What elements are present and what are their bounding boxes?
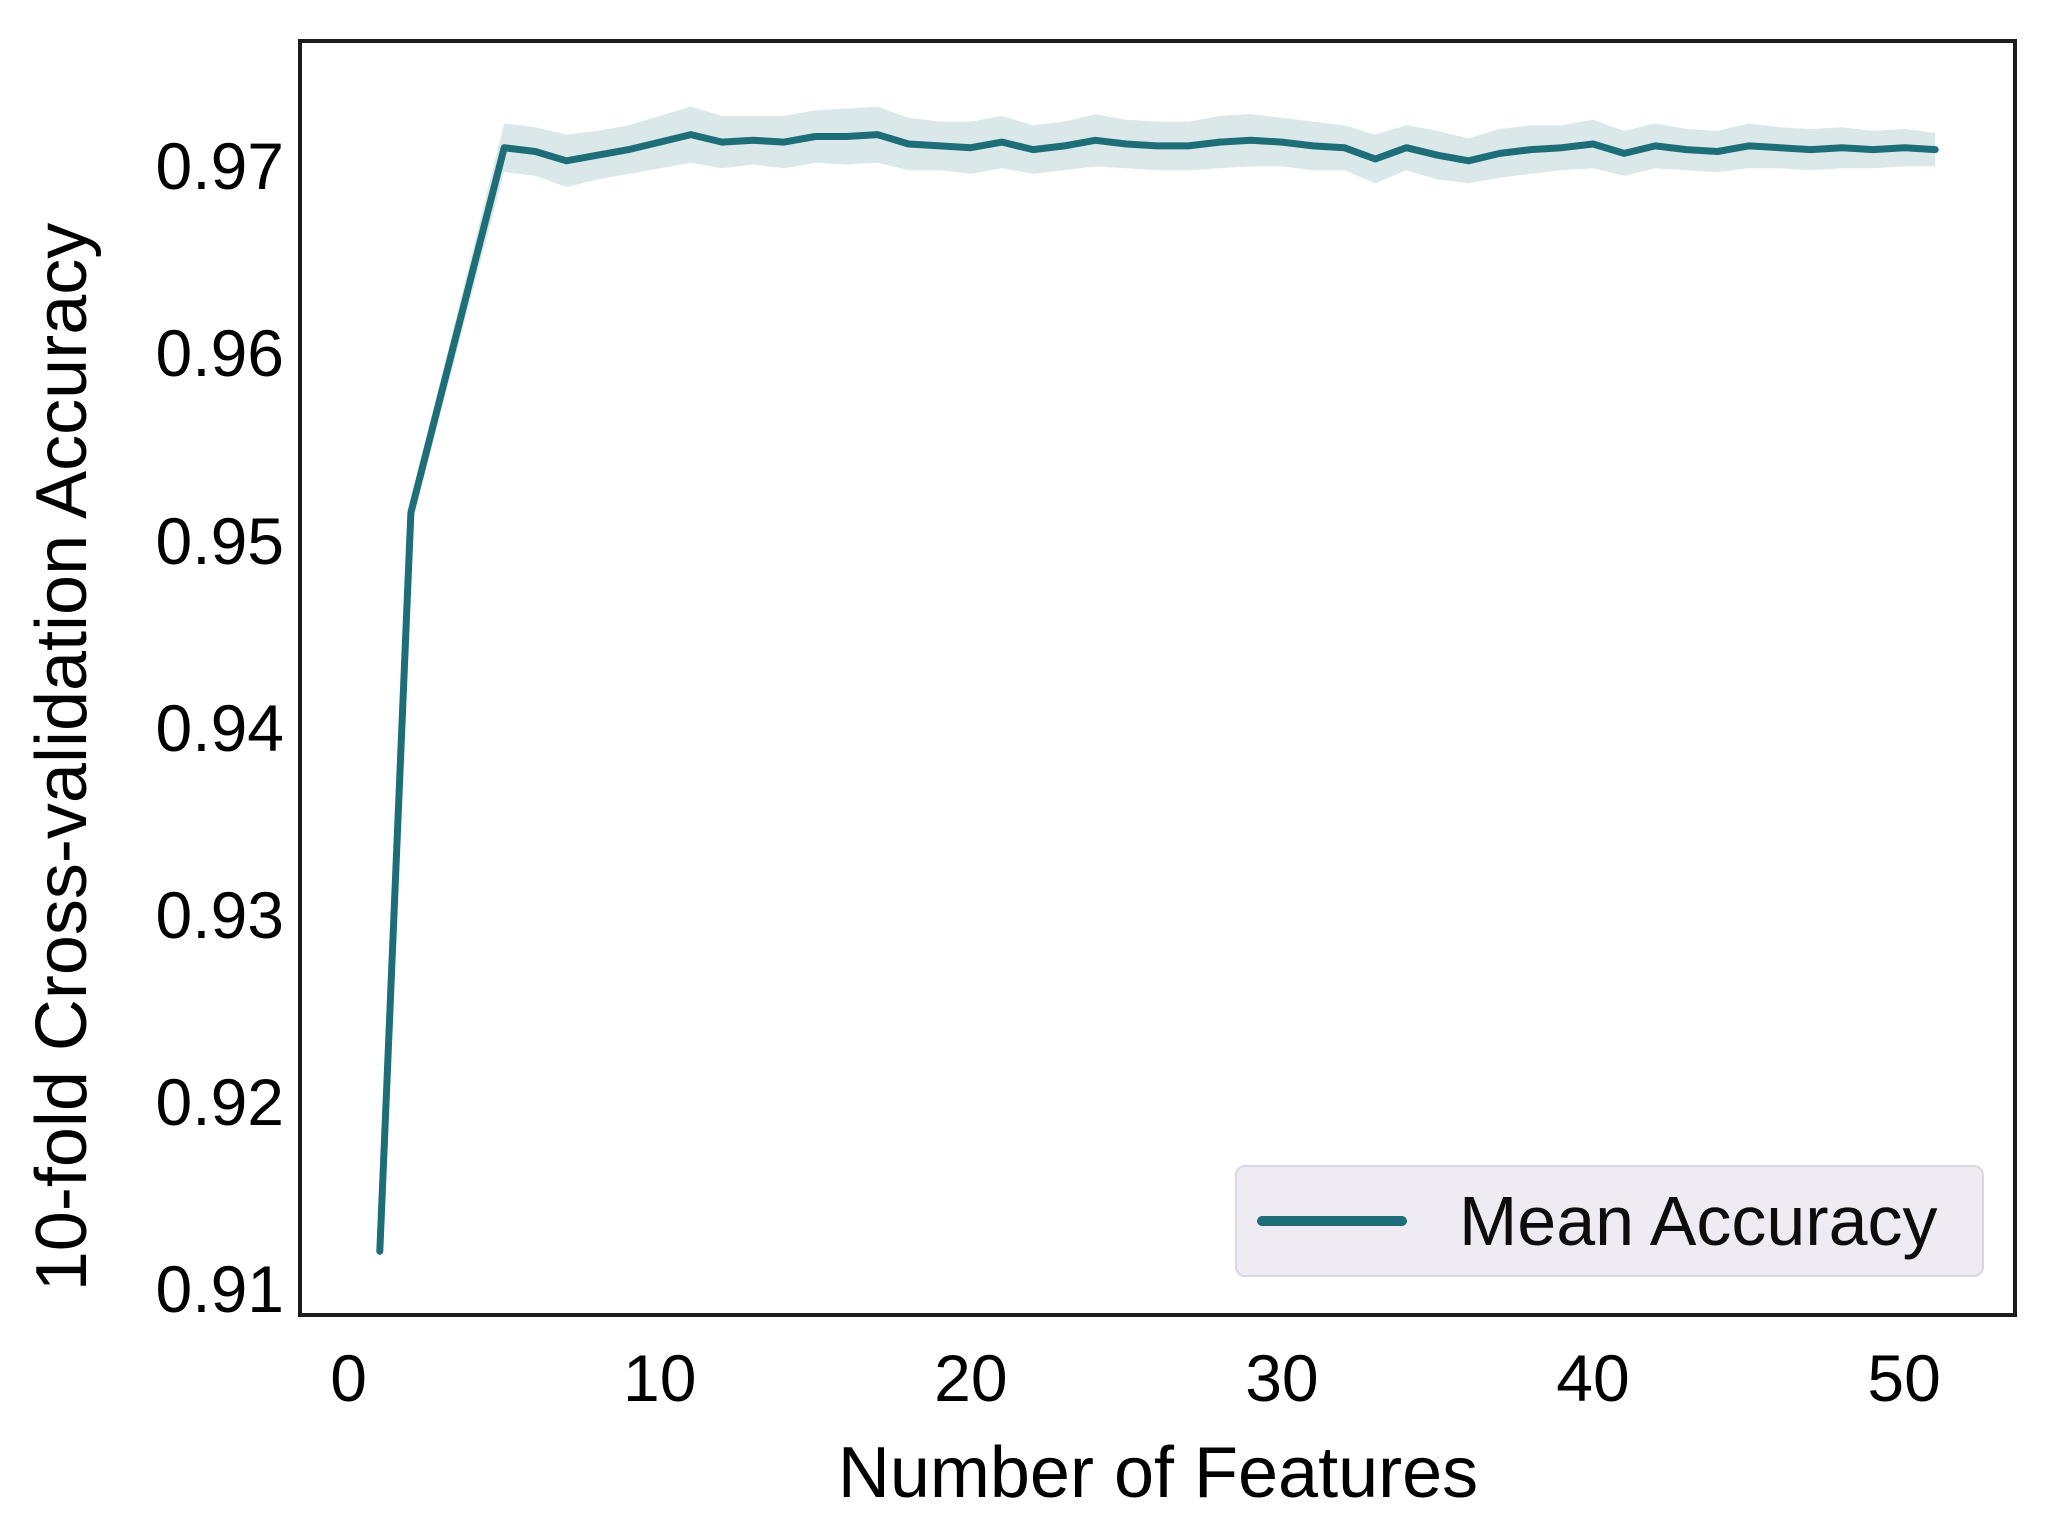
y-tick-label: 0.91 bbox=[155, 1251, 284, 1326]
x-tick-label: 50 bbox=[1867, 1341, 1941, 1415]
y-tick-label: 0.94 bbox=[155, 690, 284, 765]
x-tick-label: 40 bbox=[1556, 1341, 1630, 1415]
x-tick-label: 30 bbox=[1245, 1341, 1319, 1415]
y-tick-label: 0.96 bbox=[155, 316, 284, 391]
y-tick-label: 0.97 bbox=[155, 129, 284, 204]
y-tick-label: 0.92 bbox=[155, 1064, 284, 1139]
plot-area bbox=[298, 39, 2017, 1317]
legend-line-swatch bbox=[1257, 1216, 1407, 1226]
x-tick-label: 10 bbox=[623, 1341, 697, 1415]
mean-accuracy-line bbox=[376, 131, 1939, 1255]
y-tick-label: 0.95 bbox=[155, 503, 284, 578]
legend: Mean Accuracy bbox=[1235, 1165, 1984, 1277]
confidence-band bbox=[379, 106, 1936, 1263]
plot-canvas bbox=[376, 106, 1939, 1263]
x-tick-label: 20 bbox=[934, 1341, 1008, 1415]
legend-label: Mean Accuracy bbox=[1459, 1182, 1938, 1260]
x-tick-label: 0 bbox=[330, 1341, 368, 1415]
y-tick-label: 0.93 bbox=[155, 877, 284, 952]
x-axis-label: Number of Features bbox=[837, 1433, 1479, 1513]
